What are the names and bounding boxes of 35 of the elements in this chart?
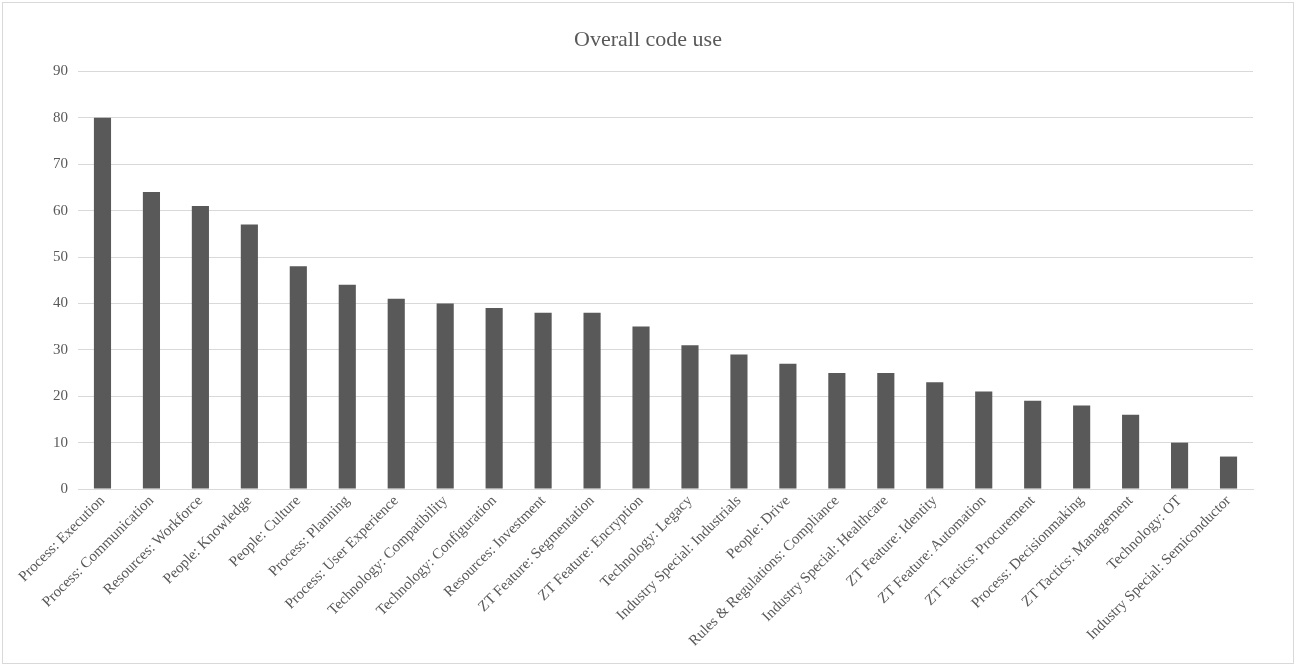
bar xyxy=(289,266,307,489)
bar xyxy=(338,284,356,489)
bar xyxy=(1122,414,1140,489)
bar xyxy=(1170,442,1189,489)
bar xyxy=(142,192,161,489)
bar xyxy=(436,303,454,489)
bar xyxy=(387,298,405,489)
bar xyxy=(975,391,993,489)
y-tick-label: 50 xyxy=(53,247,68,264)
bar xyxy=(240,224,258,489)
bar xyxy=(926,382,944,489)
y-tick-label: 90 xyxy=(53,62,68,79)
bar xyxy=(877,373,895,489)
bar xyxy=(779,363,797,489)
y-tick-label: 10 xyxy=(53,433,68,450)
bar xyxy=(828,373,846,489)
bar xyxy=(730,354,748,489)
y-tick-label: 40 xyxy=(53,294,68,311)
bar xyxy=(191,205,209,489)
y-tick-label: 60 xyxy=(53,201,68,218)
bar xyxy=(1073,405,1091,489)
bar xyxy=(93,117,112,489)
y-tick-label: 20 xyxy=(53,387,68,404)
bar xyxy=(1024,400,1042,489)
y-tick-label: 80 xyxy=(53,108,68,125)
bar xyxy=(681,345,699,489)
y-tick-label: 0 xyxy=(60,479,68,496)
bar xyxy=(583,312,601,489)
bar xyxy=(534,312,552,489)
bar xyxy=(632,326,650,489)
chart-title: Overall code use xyxy=(574,25,722,51)
bar xyxy=(1219,456,1238,489)
bar xyxy=(485,308,503,489)
y-tick-label: 30 xyxy=(53,340,68,357)
y-tick-label: 70 xyxy=(53,155,68,172)
